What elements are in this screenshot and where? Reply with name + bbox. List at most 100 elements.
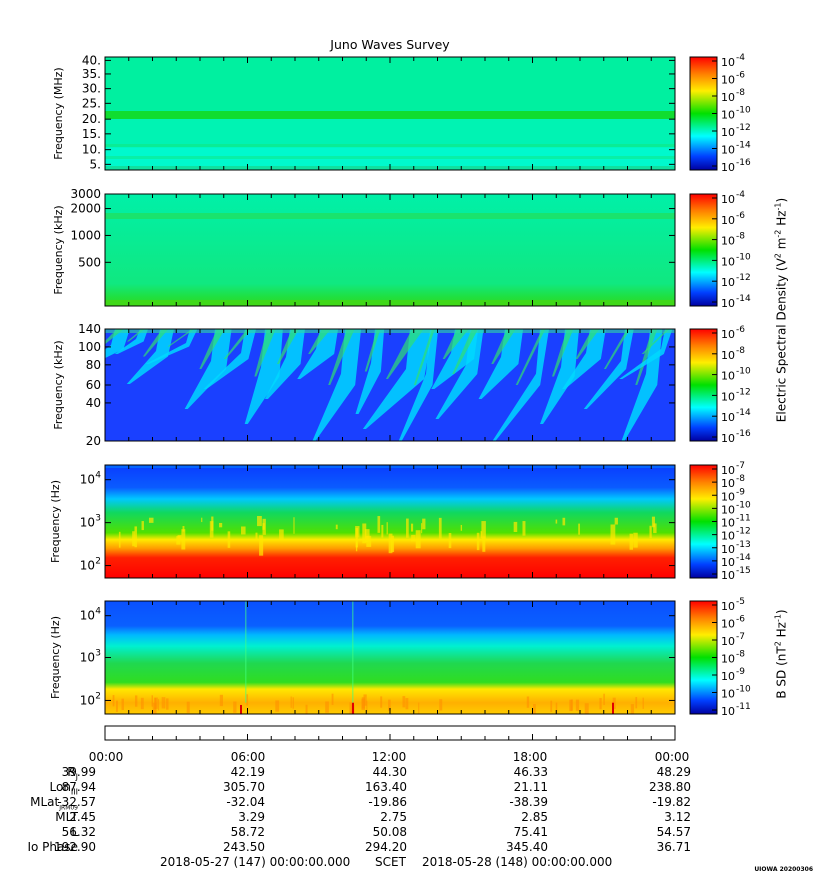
ephemeris-value: 46.33 (513, 765, 548, 779)
colorbar-tick-exponent: -14 (736, 141, 751, 151)
colorbar-tick-label: 10 (721, 193, 735, 206)
colorbar-tick-label: 10 (721, 653, 735, 666)
y-axis-label: Frequency (Hz) (49, 480, 62, 563)
panel-frame (104, 56, 676, 171)
colorbar-tick-label: 10 (721, 600, 735, 613)
y-tick-label: 500 (78, 255, 101, 269)
spectrogram-image (105, 465, 675, 578)
y-tick-label: 10 (80, 473, 95, 487)
colorbar-tick-exponent: -12 (736, 123, 751, 133)
colorbar-tick-exponent: -12 (736, 273, 751, 283)
colorbar-gradient (689, 328, 718, 442)
colorbar-tick-label: 10 (721, 370, 735, 383)
y-axis-label: Frequency (kHz) (52, 205, 65, 294)
colorbar-tick-exponent: -14 (736, 294, 751, 304)
colorbar-tick-exponent: -12 (736, 387, 751, 397)
y-tick-exponent: 4 (95, 607, 101, 617)
colorbar-tick-exponent: -15 (736, 566, 751, 576)
y-tick-label: 10 (80, 693, 95, 707)
colorbar-tick-label: 10 (721, 144, 735, 157)
ephemeris-value: 2.75 (380, 810, 407, 824)
colorbar-tick-exponent: -10 (736, 685, 751, 695)
magnetic-colorbar-title: B SD (nT2 Hz-1) (773, 609, 789, 699)
colorbar-tick-label: 10 (721, 411, 735, 424)
time-label: 00:00 (654, 750, 690, 764)
colorbar-tick-exponent: -8 (736, 346, 745, 356)
ephemeris-value: -32.04 (226, 795, 265, 809)
colorbar-tick-exponent: -7 (736, 632, 745, 642)
ephemeris-value: 39.99 (61, 765, 96, 779)
y-tick-exponent: 3 (95, 649, 101, 659)
colorbar-tick-exponent: -14 (736, 553, 751, 563)
colorbar-tick-exponent: -16 (736, 429, 751, 439)
colorbar-gradient (689, 193, 718, 307)
colorbar-tick-exponent: -6 (736, 615, 745, 625)
colorbar-tick-exponent: -10 (736, 367, 751, 377)
colorbar-tick-exponent: -9 (736, 487, 745, 497)
y-tick-label: 140 (78, 322, 101, 336)
colorbar-tick-label: 10 (721, 91, 735, 104)
ephemeris-value: 2.45 (69, 810, 96, 824)
colorbar-tick-label: 10 (721, 74, 735, 87)
ephemeris-value: 87.94 (61, 780, 96, 794)
y-tick-label: 2000 (70, 202, 101, 216)
colorbar-tick-label: 10 (721, 618, 735, 631)
ephemeris-value: -19.86 (368, 795, 407, 809)
colorbar-tick-exponent: -10 (736, 106, 751, 116)
colorbar-tick-label: 10 (721, 517, 735, 530)
panel-frame (104, 600, 676, 715)
colorbar-tick-label: 10 (721, 490, 735, 503)
colorbar-tick-exponent: -4 (736, 53, 745, 63)
ephemeris-value: 294.20 (365, 840, 407, 854)
colorbar-tick-exponent: -11 (736, 514, 751, 524)
y-tick-label: 10 (80, 516, 95, 530)
colorbar-tick-exponent: -16 (736, 158, 751, 168)
colorbar-tick-exponent: -5 (736, 597, 745, 607)
footer-start: 2018-05-27 (147) 00:00:00.000 (160, 855, 351, 869)
colorbar-tick-exponent: -14 (736, 408, 751, 418)
ephemeris-label: L (71, 825, 78, 839)
electric-colorbar-title: Electric Spectral Density (V2 m-2 Hz-1) (773, 197, 789, 423)
colorbar-tick-exponent: -8 (736, 232, 745, 242)
credit-stamp: UIOWA 20200306 (754, 866, 813, 873)
y-tick-label: 5. (90, 157, 101, 171)
y-tick-exponent: 4 (95, 471, 101, 481)
ephemeris-label: MLT (55, 810, 78, 824)
colorbar-tick-label: 10 (721, 235, 735, 248)
y-tick-label: 40 (86, 396, 101, 410)
colorbar-tick-label: 10 (721, 503, 735, 516)
ephemeris-value: 305.70 (223, 780, 265, 794)
footer-end: 2018-05-28 (148) 00:00:00.000 (422, 855, 613, 869)
ephemeris-value: 44.30 (372, 765, 407, 779)
ephemeris-value: 54.57 (656, 825, 691, 839)
y-tick-label: 10 (80, 609, 95, 623)
colorbar-tick-exponent: -6 (736, 71, 745, 81)
y-tick-exponent: 3 (95, 514, 101, 524)
colorbar-tick-label: 10 (721, 297, 735, 310)
ephemeris-value: -32.57 (57, 795, 96, 809)
colorbar-tick-label: 10 (721, 349, 735, 362)
colorbar-tick-label: 10 (721, 635, 735, 648)
panel-frame (104, 464, 676, 579)
colorbar-gradient (689, 600, 718, 715)
colorbar-gradient (689, 464, 718, 579)
colorbar-tick-label: 10 (721, 569, 735, 582)
colorbar-tick-label: 10 (721, 56, 735, 69)
panel-hfr-mhz: 40.35.30.25. 20.15. 10.5. Frequency (MHz) 10… (52, 53, 751, 174)
y-tick-label: 20. (82, 112, 101, 126)
y-axis-label: Frequency (Hz) (49, 616, 62, 699)
footer-scet: SCET (375, 855, 406, 869)
plot-title: Juno Waves Survey (330, 37, 450, 52)
y-tick-label: 10. (82, 143, 101, 157)
colorbar-tick-exponent: -11 (736, 702, 751, 712)
y-tick-label: 15. (82, 127, 101, 141)
ephemeris-value: 243.50 (223, 840, 265, 854)
colorbar-tick-label: 10 (721, 477, 735, 490)
